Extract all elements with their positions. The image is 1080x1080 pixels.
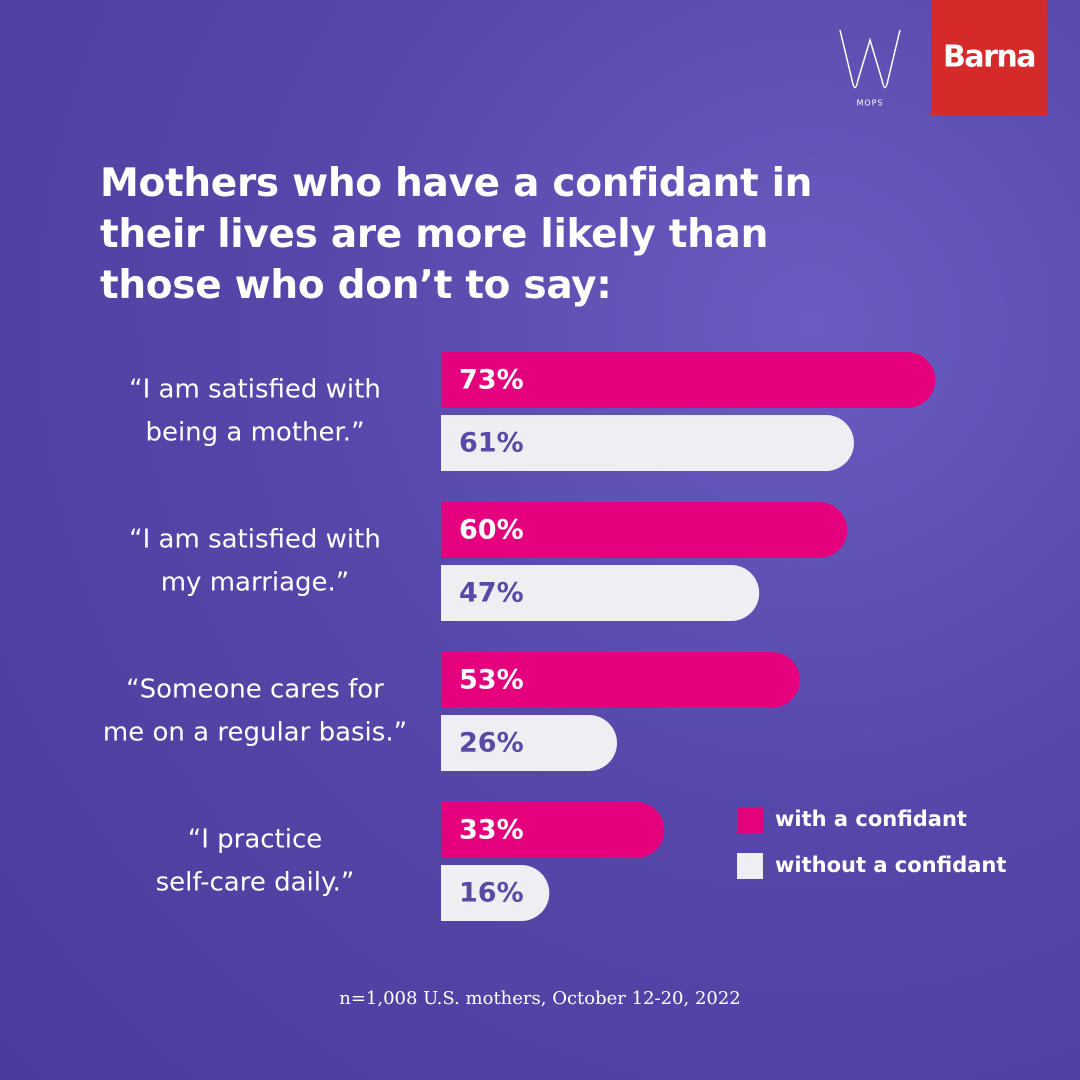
category-label: me on a regular basis.” xyxy=(103,718,407,748)
chart-title: Mothers who have a confidant in their li… xyxy=(100,161,813,308)
category-label: “I practice xyxy=(188,825,323,855)
value-label: 33% xyxy=(459,815,524,846)
value-label: 47% xyxy=(459,578,524,609)
category-label: “I am satisfied with xyxy=(129,525,381,555)
bar xyxy=(441,415,854,472)
mops-logo-text: MOPS xyxy=(856,99,883,108)
bar xyxy=(441,865,550,921)
category-label: being a mother.” xyxy=(145,418,364,448)
barna-logo-text: Barna xyxy=(943,40,1035,75)
bar xyxy=(441,565,760,621)
value-label: 61% xyxy=(459,428,524,459)
value-label: 26% xyxy=(459,728,524,759)
mops-logo-mark xyxy=(839,29,901,89)
legend-swatch xyxy=(737,807,763,833)
bar xyxy=(441,352,936,408)
bar xyxy=(441,715,618,771)
value-label: 53% xyxy=(459,665,524,696)
bar xyxy=(441,802,665,858)
category-label: self-care daily.” xyxy=(156,868,355,898)
bar xyxy=(441,652,800,708)
value-label: 73% xyxy=(459,365,524,396)
category-label: “I am satisfied with xyxy=(129,375,381,405)
value-label: 60% xyxy=(459,515,524,546)
legend-label: without a confidant xyxy=(775,853,1006,877)
legend-label: with a confidant xyxy=(775,807,967,831)
category-label: my marriage.” xyxy=(161,568,350,598)
barna-logo-box xyxy=(931,0,1047,115)
footnote: n=1,008 U.S. mothers, October 12-20, 202… xyxy=(339,988,741,1009)
bar xyxy=(441,502,848,558)
legend-swatch xyxy=(737,853,763,879)
value-label: 16% xyxy=(459,878,524,909)
category-label: “Someone cares for xyxy=(126,675,384,705)
